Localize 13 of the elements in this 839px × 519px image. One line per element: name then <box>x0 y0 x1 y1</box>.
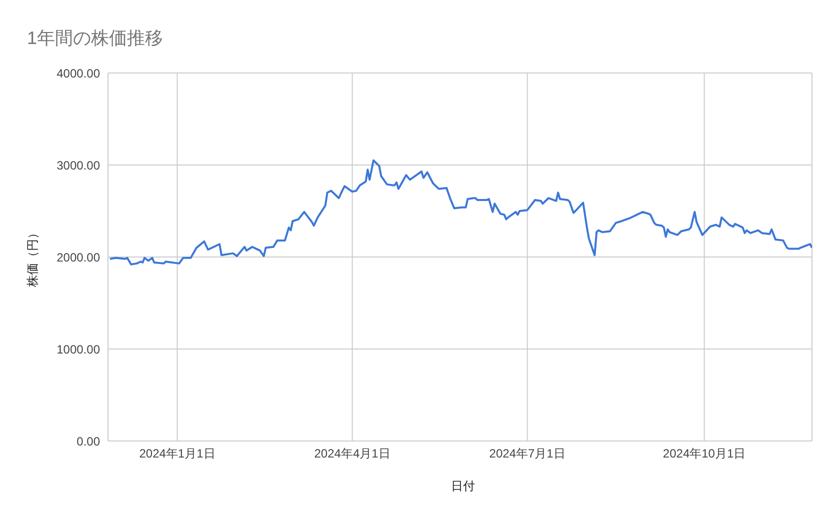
y-axis-title: 株価（円） <box>24 227 40 287</box>
y-tick-label: 1000.00 <box>56 342 100 356</box>
y-tick-label: 3000.00 <box>56 158 100 172</box>
chart-title: 1年間の株価推移 <box>27 27 164 50</box>
x-tick-label: 2024年7月1日 <box>489 446 566 461</box>
x-tick-label: 2024年1月1日 <box>139 446 216 461</box>
y-tick-label: 0.00 <box>76 434 100 448</box>
y-tick-label: 4000.00 <box>56 66 100 80</box>
x-tick-label: 2024年4月1日 <box>314 446 390 461</box>
x-tick-label: 2024年10月1日 <box>662 446 746 461</box>
line-series <box>108 159 812 266</box>
x-axis-title: 日付 <box>451 478 475 495</box>
y-tick-label: 2000.00 <box>56 250 100 264</box>
